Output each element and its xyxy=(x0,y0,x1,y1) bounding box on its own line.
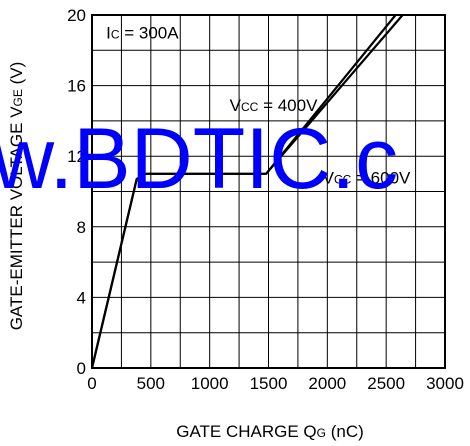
x-tick-label: 2000 xyxy=(308,374,346,393)
plot-frame xyxy=(91,14,446,369)
watermark-text: w.BDTIC.c xyxy=(0,111,398,207)
y-axis-label: GATE-EMITTER VOLTAGE VGE (V) xyxy=(7,62,26,331)
x-tick-label: 1500 xyxy=(250,374,288,393)
y-tick-label: 4 xyxy=(77,288,86,307)
series-line-vcc-600 xyxy=(90,14,397,369)
series-layer xyxy=(90,14,404,369)
x-tick-label: 500 xyxy=(137,374,165,393)
y-tick-label: 20 xyxy=(67,6,86,25)
x-tick-label: 2500 xyxy=(367,374,405,393)
x-tick-label: 1000 xyxy=(191,374,229,393)
tick-labels: 0 500 1000 1500 2000 2500 3000 0 4 8 12 16 20 xyxy=(67,6,464,393)
y-tick-label: 16 xyxy=(67,77,86,96)
y-tick-label: 8 xyxy=(77,218,86,237)
x-axis-label: GATE CHARGE QG (nC) xyxy=(176,422,364,441)
x-tick-label: 3000 xyxy=(426,374,464,393)
y-tick-label: 0 xyxy=(77,359,86,378)
y-tick-label: 12 xyxy=(67,147,86,166)
x-tick-label: 0 xyxy=(87,374,96,393)
vcc-400-label: VCC = 400V xyxy=(230,96,318,115)
vcc-600-label: VCC = 600V xyxy=(323,168,411,187)
ic-condition-label: IC = 300A xyxy=(106,24,179,43)
